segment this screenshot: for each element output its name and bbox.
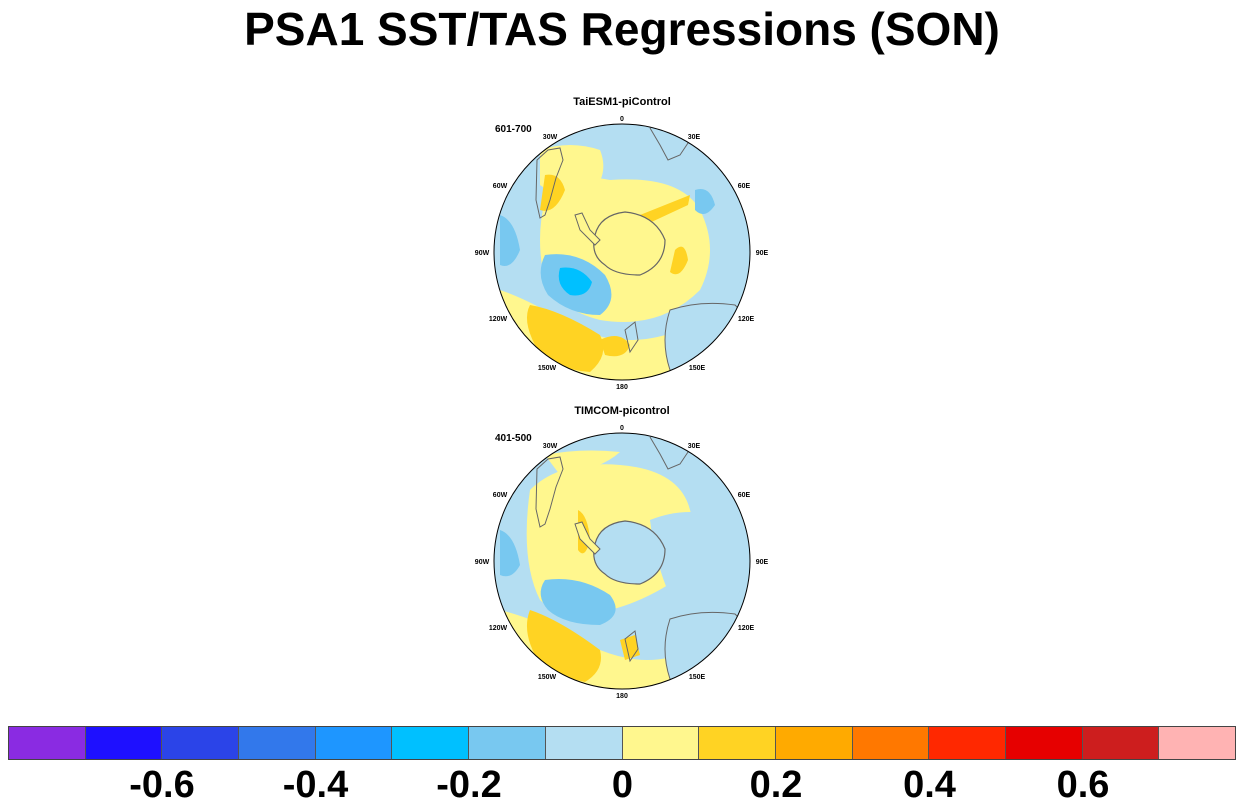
colorbar-swatch: [315, 727, 393, 759]
lon-label: 90W: [475, 250, 490, 257]
colorbar-swatch: [775, 727, 853, 759]
colorbar-tick-label: 0: [611, 764, 634, 806]
colorbar-swatch: [1159, 727, 1235, 759]
panel-title-2: TIMCOM-picontrol: [574, 405, 670, 417]
lon-label: 90E: [756, 559, 769, 566]
polar-map-1: [493, 123, 751, 381]
colorbar-swatch: [1005, 727, 1083, 759]
colorbar-swatch: [852, 727, 930, 759]
colorbar-swatch: [622, 727, 700, 759]
lon-label: 30E: [688, 134, 701, 141]
lon-label: 30W: [543, 134, 558, 141]
lon-label: 30W: [543, 443, 558, 450]
lon-label: 120W: [489, 316, 508, 323]
panel-title-1: TaiESM1-piControl: [573, 96, 671, 108]
lon-label: 150W: [538, 365, 557, 372]
lon-labels-2: 0 30E 60E 90E 120E 150E 180 150W 120W 90…: [475, 425, 769, 700]
lon-label: 90E: [756, 250, 769, 257]
lon-label: 60E: [738, 183, 751, 190]
polar-map-2: [493, 432, 751, 690]
lon-label: 150E: [689, 674, 706, 681]
colorbar-swatch: [929, 727, 1006, 759]
colorbar-tick-label: 0.4: [903, 764, 956, 806]
colorbar-tick-label: 0.6: [1056, 764, 1110, 806]
colorbar-swatch: [545, 727, 623, 759]
colorbar-swatch: [85, 727, 163, 759]
lon-label: 150E: [689, 365, 706, 372]
colorbar-tick-label: -0.2: [436, 764, 502, 806]
lon-label: 30E: [688, 443, 701, 450]
colorbar: [8, 726, 1236, 760]
colorbar-swatch: [162, 727, 240, 759]
lon-label: 120E: [738, 625, 755, 632]
lon-label: 60W: [493, 492, 508, 499]
colorbar-swatch: [699, 727, 776, 759]
lon-label: 180: [616, 693, 628, 700]
colorbar-tick-label: -0.4: [282, 764, 349, 806]
lon-label: 120E: [738, 316, 755, 323]
colorbar-tick-label: 0.2: [749, 764, 803, 806]
lon-labels-1: 0 30E 60E 90E 120E 150E 180 150W 120W 90…: [475, 116, 769, 391]
colorbar-tick-label: -0.6: [129, 764, 195, 806]
lon-label: 0: [620, 425, 624, 432]
lon-label: 60E: [738, 492, 751, 499]
lon-label: 120W: [489, 625, 508, 632]
main-title: PSA1 SST/TAS Regressions (SON): [244, 3, 1000, 55]
colorbar-swatch: [1082, 727, 1160, 759]
colorbar-swatch: [239, 727, 316, 759]
lon-label: 180: [616, 384, 628, 391]
panel-period-2: 401-500: [495, 433, 532, 444]
colorbar-swatch: [9, 727, 86, 759]
lon-label: 60W: [493, 183, 508, 190]
panel-period-1: 601-700: [495, 124, 532, 135]
colorbar-swatch: [469, 727, 546, 759]
lon-label: 0: [620, 116, 624, 123]
lon-label: 150W: [538, 674, 557, 681]
lon-label: 90W: [475, 559, 490, 566]
colorbar-swatch: [392, 727, 470, 759]
